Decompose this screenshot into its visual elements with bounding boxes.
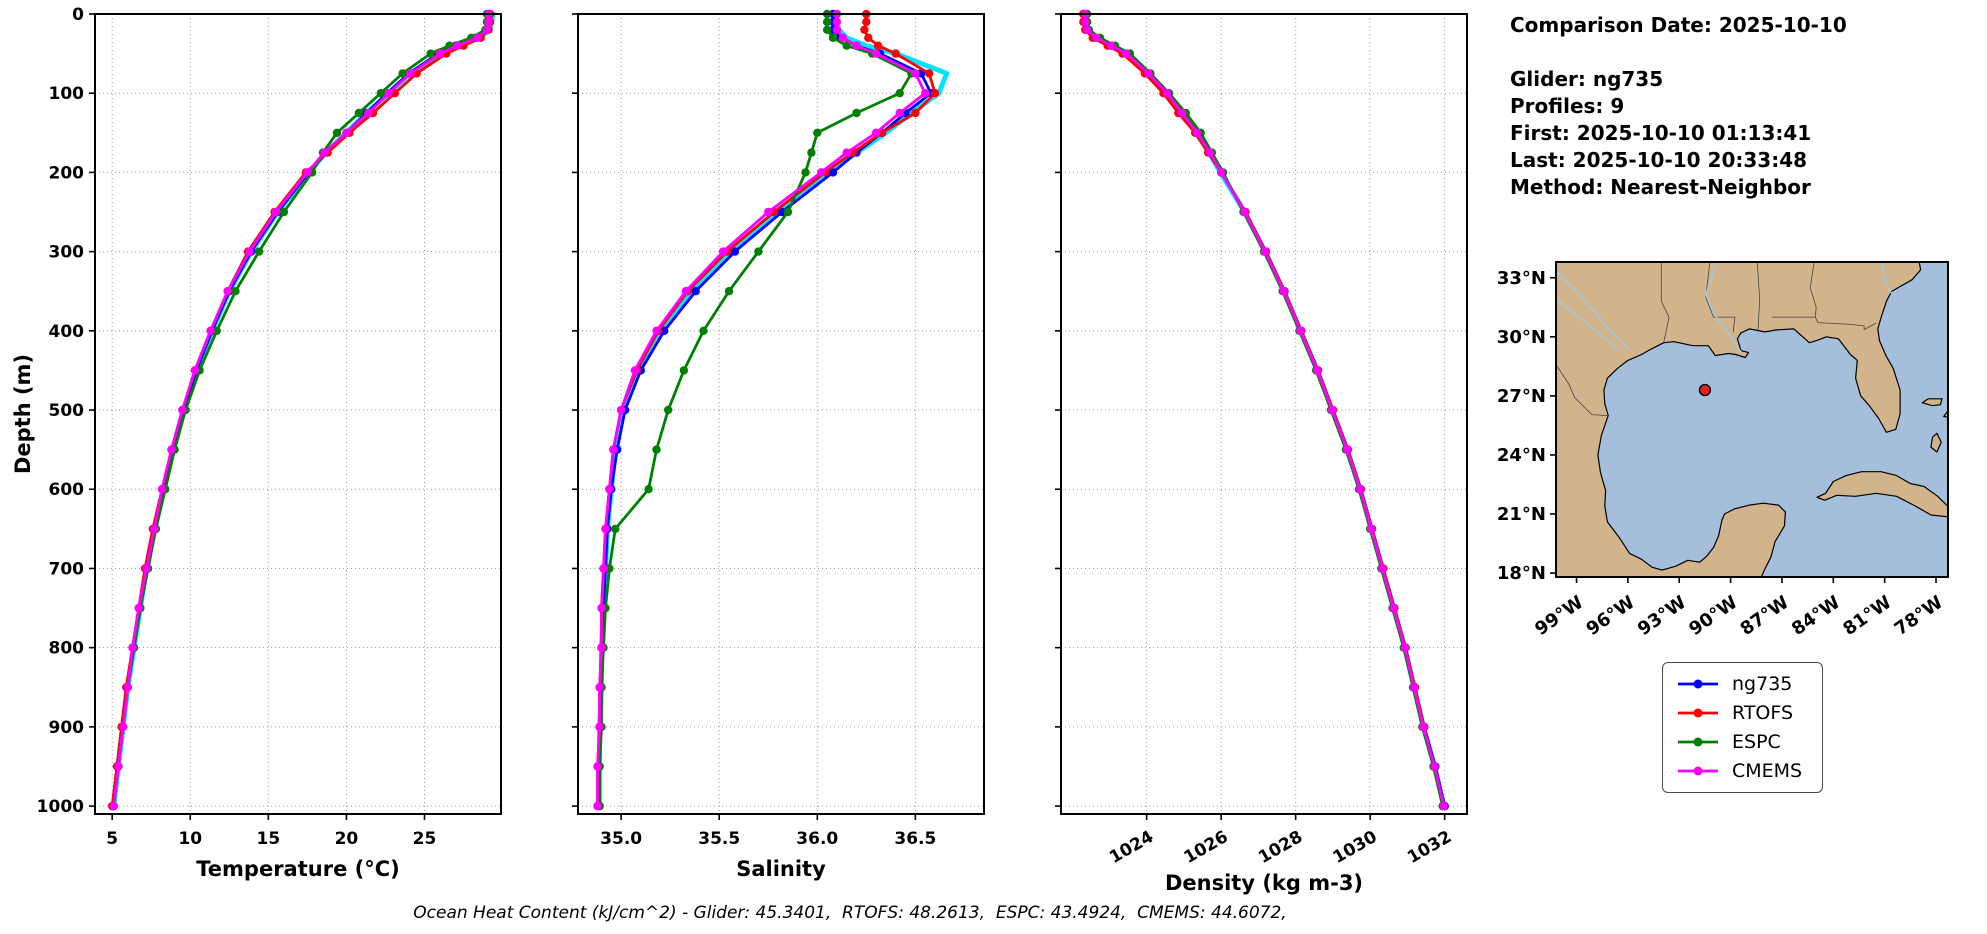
- series-CMEMS: [593, 9, 930, 811]
- map-frame: [1555, 261, 1949, 578]
- legend-line-marker-icon: [1678, 679, 1718, 689]
- map-lat-tick-label: 18°N: [1497, 563, 1546, 584]
- map-state-border: [1556, 364, 1609, 416]
- legend-label: ng735: [1732, 673, 1793, 695]
- svg-text:5: 5: [106, 829, 118, 849]
- svg-text:1026: 1026: [1181, 827, 1232, 868]
- svg-text:900: 900: [49, 718, 85, 738]
- map-state-border: [1660, 262, 1670, 342]
- svg-text:600: 600: [49, 480, 85, 500]
- info-panel: Comparison Date: 2025-10-10 Glider: ng73…: [1510, 12, 1847, 201]
- svg-text:36.0: 36.0: [796, 829, 838, 849]
- temperature-plot: 5 10 15 20 25 0 100 200 300 400 500 600 700 800 900 100…: [37, 5, 502, 881]
- legend-entry-CMEMS: CMEMS: [1675, 760, 1802, 782]
- map-lon-tick-label: 78°W: [1891, 592, 1947, 640]
- svg-text:400: 400: [49, 322, 85, 342]
- last-profile-time: Last: 2025-10-10 20:33:48: [1510, 148, 1808, 172]
- svg-text:20: 20: [335, 829, 359, 849]
- map-lon-tick-label: 96°W: [1583, 592, 1639, 640]
- salinity-plot: 35.0 35.5 36.0 36.5 Salinity: [572, 9, 985, 881]
- svg-text:1000: 1000: [37, 797, 84, 817]
- series-ESPC: [109, 9, 492, 811]
- map-land: [1556, 262, 1922, 577]
- svg-text:300: 300: [49, 243, 85, 263]
- map-river: [1556, 270, 1631, 351]
- svg-text:0: 0: [72, 5, 84, 25]
- map-lat-tick-label: 33°N: [1497, 268, 1546, 289]
- density-plot: 1024 1026 1028 1030 1032 Density (kg m-3): [1055, 9, 1468, 895]
- info-spacer: [1510, 39, 1847, 66]
- map-river: [1705, 262, 1742, 353]
- svg-text:500: 500: [49, 401, 85, 421]
- gulf-map: 33°N 30°N 27°N 24°N 21°N 18°N 99°W96°W93°W90°W…: [1497, 261, 1949, 640]
- comparison-date: Comparison Date: 2025-10-10: [1510, 13, 1847, 37]
- svg-text:1030: 1030: [1330, 827, 1381, 868]
- map-land: [1930, 432, 1942, 453]
- map-lon-tick-label: 99°W: [1531, 592, 1587, 640]
- map-river: [1556, 297, 1620, 352]
- legend: ng735 RTOFS ESPC CMEMS: [1662, 662, 1824, 793]
- map-lon-tick-label: 87°W: [1737, 592, 1793, 640]
- svg-text:100: 100: [49, 84, 85, 104]
- glider-location-marker: [1698, 383, 1712, 397]
- legend-entry-ESPC: ESPC: [1675, 731, 1802, 753]
- map-lon-tick-label: 84°W: [1788, 592, 1844, 640]
- map-lon-tick-label: 90°W: [1685, 592, 1741, 640]
- svg-text:700: 700: [49, 559, 85, 579]
- map-river: [1880, 262, 1893, 294]
- legend-line-marker-icon: [1678, 766, 1718, 776]
- legend-label: ESPC: [1732, 731, 1781, 753]
- map-lat-tick-label: 24°N: [1497, 445, 1546, 466]
- density-plot-xlabel: Density (kg m-3): [1165, 871, 1363, 895]
- first-profile-time: First: 2025-10-10 01:13:41: [1510, 121, 1812, 145]
- series-CMEMS: [1081, 9, 1449, 811]
- legend-entry-ng735: ng735: [1675, 673, 1802, 695]
- svg-text:1024: 1024: [1106, 827, 1157, 868]
- depth-axis-label: Depth (m): [11, 354, 35, 474]
- svg-text:36.5: 36.5: [894, 829, 936, 849]
- temperature-plot-xlabel: Temperature (°C): [196, 857, 399, 881]
- series-RTOFS: [108, 9, 495, 811]
- map-lat-tick-label: 21°N: [1497, 504, 1546, 525]
- method-label: Method: Nearest-Neighbor: [1510, 175, 1811, 199]
- series-RTOFS: [1079, 9, 1448, 811]
- svg-text:35.5: 35.5: [698, 829, 740, 849]
- map-lat-tick-label: 27°N: [1497, 386, 1546, 407]
- svg-text:1028: 1028: [1255, 827, 1306, 868]
- map-state-border: [1771, 316, 1877, 331]
- svg-text:10: 10: [178, 829, 202, 849]
- svg-text:25: 25: [413, 829, 437, 849]
- map-lat-tick-label: 30°N: [1497, 327, 1546, 348]
- map-state-border: [1756, 262, 1761, 331]
- svg-text:800: 800: [49, 639, 85, 659]
- map-land: [1816, 471, 1948, 518]
- series-CMEMS: [109, 9, 493, 811]
- legend-entry-RTOFS: RTOFS: [1675, 702, 1802, 724]
- map-lon-tick-label: 81°W: [1839, 592, 1895, 640]
- glider-name: Glider: ng735: [1510, 67, 1664, 91]
- profiles-count: Profiles: 9: [1510, 94, 1625, 118]
- svg-text:1032: 1032: [1404, 827, 1455, 868]
- map-lon-tick-label: 93°W: [1634, 592, 1690, 640]
- svg-text:200: 200: [49, 163, 85, 183]
- legend-label: RTOFS: [1732, 702, 1794, 724]
- legend-label: CMEMS: [1732, 760, 1803, 782]
- map-state-border: [1705, 262, 1736, 332]
- svg-text:35.0: 35.0: [600, 829, 642, 849]
- series-ESPC: [595, 9, 916, 811]
- map-state-border: [1809, 262, 1817, 318]
- legend-line-marker-icon: [1678, 737, 1718, 747]
- legend-line-marker-icon: [1678, 708, 1718, 718]
- ohc-caption: Ocean Heat Content (kJ/cm^2) - Glider: 4…: [413, 903, 1287, 923]
- svg-text:15: 15: [256, 829, 280, 849]
- salinity-plot-xlabel: Salinity: [736, 857, 826, 881]
- map-land: [1921, 398, 1943, 407]
